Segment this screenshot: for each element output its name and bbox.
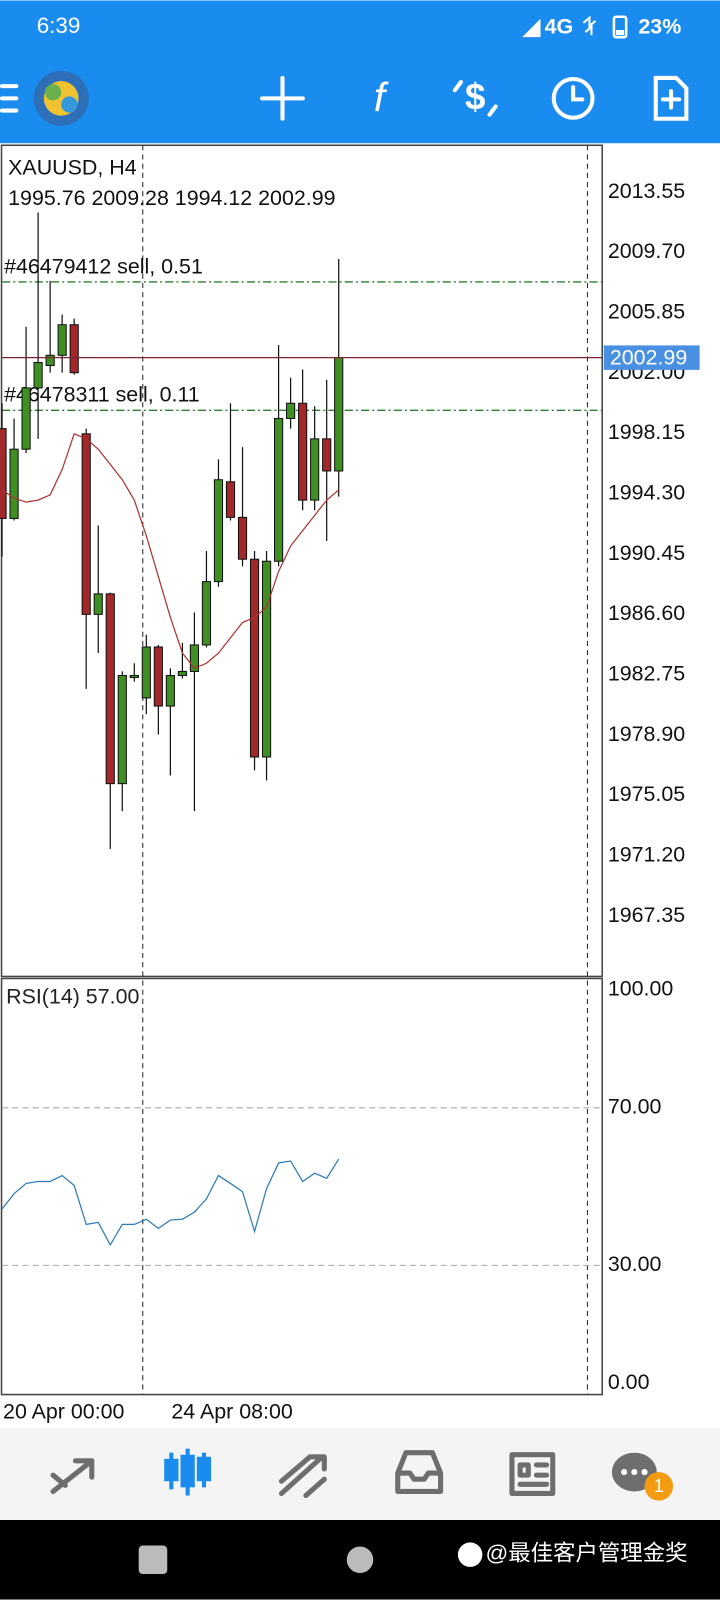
rsi-tick-label: 70.00: [608, 1094, 662, 1118]
price-tick-label: 1978.90: [608, 722, 685, 746]
crosshair-button[interactable]: [260, 75, 305, 121]
new-order-button[interactable]: [653, 75, 689, 121]
candle-body: [129, 674, 139, 679]
price-tick-label: 1967.35: [608, 903, 685, 927]
candle-body: [237, 516, 248, 560]
time-tick-label: 20 Apr 00:00: [3, 1400, 124, 1424]
price-tick-label: 2005.85: [608, 299, 685, 323]
candle-body: [105, 593, 115, 785]
watermark-icon: [457, 1542, 483, 1567]
candle-body: [249, 558, 260, 758]
candle-body: [21, 387, 31, 450]
price-tick-label: 1990.45: [608, 541, 685, 565]
candle-body: [33, 361, 43, 389]
rsi-title: RSI(14) 57.00: [6, 985, 139, 1009]
battery-label: 23%: [638, 15, 681, 39]
history-tab[interactable]: [395, 1450, 444, 1494]
rsi-tick-label: 100.00: [608, 976, 674, 1000]
rsi-tick-label: 30.00: [608, 1252, 662, 1276]
quotes-tab[interactable]: [50, 1458, 95, 1494]
time-tick-label: 24 Apr 08:00: [171, 1400, 292, 1424]
svg-text:f: f: [374, 74, 389, 120]
candle-body: [93, 593, 103, 615]
candle-body: [9, 448, 19, 519]
candle-body: [81, 433, 91, 615]
chart-title: XAUUSD, H4: [8, 155, 137, 179]
signal-icon: [522, 18, 541, 38]
bid-label-box: [603, 345, 700, 370]
watermark: @最佳客户管理金奖: [485, 1541, 687, 1566]
price-tick-label: 1975.05: [608, 782, 685, 806]
app-logo[interactable]: [33, 70, 89, 126]
battery-icon: [612, 15, 628, 39]
candle-body: [153, 646, 163, 707]
rsi-frame: [0, 977, 603, 1396]
period-button[interactable]: [551, 76, 595, 120]
trade-button[interactable]: $: [452, 76, 498, 117]
candle-body: [45, 354, 55, 366]
app-bar: [0, 0, 720, 144]
candle-body: [165, 674, 175, 707]
indicators-button[interactable]: f: [374, 74, 389, 120]
price-tick-label: 1982.75: [608, 662, 685, 686]
status-time: 6:39: [37, 13, 81, 38]
main-chart-frame: [0, 144, 603, 978]
candle-body: [298, 402, 308, 501]
candle-body: [334, 357, 344, 472]
news-tab[interactable]: [509, 1452, 556, 1497]
recents-button[interactable]: [138, 1545, 168, 1575]
battery-level: [615, 30, 625, 36]
chat-badge: 1: [654, 1475, 664, 1496]
candle-body: [322, 438, 332, 472]
plot: #46479412 sell, 0.51 #46478311 sell, 0.11: [0, 212, 602, 1266]
candle-body: [261, 560, 272, 758]
ohlc-label: 1995.76 2009.28 1994.12 2002.99: [8, 186, 335, 210]
network-label: 4G: [545, 15, 574, 39]
price-tick-label: 2009.70: [608, 239, 685, 263]
rsi-line: [1, 1158, 340, 1247]
data-icon: [582, 15, 597, 36]
moving-average: [1, 432, 340, 670]
rsi-tick-label: 0.00: [608, 1370, 650, 1394]
price-tick-label: 1986.60: [608, 601, 685, 625]
candle-body: [213, 479, 224, 583]
price-tick-label: 1998.15: [608, 420, 685, 444]
candle-body: [141, 646, 151, 699]
trade-tab[interactable]: [278, 1454, 327, 1499]
chart-tab[interactable]: [164, 1448, 212, 1496]
price-tick-label: 2013.55: [608, 179, 685, 203]
candle-body: [286, 402, 296, 419]
order-label: #46478311 sell, 0.11: [4, 383, 200, 407]
candle-body: [310, 438, 320, 501]
svg-text:$: $: [465, 76, 485, 117]
order-label: #46479412 sell, 0.51: [4, 254, 203, 278]
chat-tab[interactable]: [611, 1452, 674, 1501]
candle-body: [177, 670, 187, 677]
candle-body: [57, 324, 67, 356]
candle-body: [117, 674, 127, 785]
bottom-nav: [0, 1428, 720, 1520]
price-tick-label: 1994.30: [608, 481, 685, 505]
bid-label: 2002.99: [610, 345, 687, 369]
menu-button[interactable]: [0, 84, 19, 113]
candle-body: [0, 428, 7, 519]
home-button[interactable]: [346, 1546, 374, 1574]
candle-body: [225, 481, 236, 518]
candle-body: [189, 644, 200, 672]
candle-body: [273, 417, 284, 562]
candle-body: [69, 324, 79, 374]
price-tick-label: 1971.20: [608, 843, 685, 867]
candle-body: [201, 581, 212, 646]
